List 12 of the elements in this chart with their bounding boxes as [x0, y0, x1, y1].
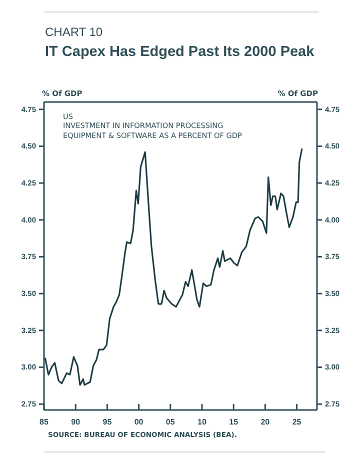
line-series [44, 148, 303, 386]
x-tick-label: 10 [198, 418, 207, 427]
x-tick-label: 25 [292, 418, 302, 427]
x-tick-label: 00 [134, 418, 144, 427]
x-tick-label: 90 [71, 418, 81, 427]
x-tick-label: 05 [166, 418, 176, 427]
x-tick-label: 95 [102, 418, 112, 427]
x-tick-label: 20 [260, 418, 270, 427]
chart-subtitle: CHART 10 [45, 25, 103, 39]
x-tick-label: 15 [229, 418, 239, 427]
x-tick-label: 85 [40, 418, 49, 427]
chart-title: IT Capex Has Edged Past Its 2000 Peak [45, 44, 316, 60]
